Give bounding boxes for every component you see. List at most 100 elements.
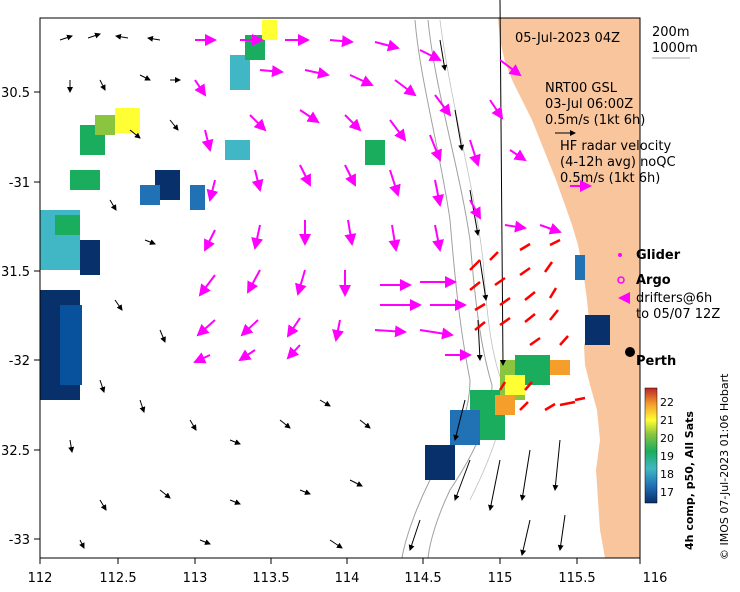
hf-radar-arrow xyxy=(194,79,207,97)
hf-radar-arrow xyxy=(374,325,407,338)
hf-radar-arrow xyxy=(394,79,417,97)
drifter-track xyxy=(559,400,576,407)
y-tick-label: -32 xyxy=(9,354,30,369)
hf-radar-arrow xyxy=(499,59,522,77)
gsl-title: NRT00 GSL xyxy=(545,81,618,96)
gsl-arrow xyxy=(454,109,465,151)
gsl-arrow xyxy=(189,419,197,431)
drifter-track xyxy=(494,276,506,287)
hf-radar-arrow xyxy=(374,39,400,52)
y-tick-label: -33 xyxy=(9,533,30,548)
hf-radar-arrow xyxy=(332,319,344,342)
colorbar-tick: 18 xyxy=(660,468,674,481)
x-tick-label: 114.5 xyxy=(404,571,441,586)
hf-radar-arrow xyxy=(299,109,320,124)
gsl-arrow xyxy=(229,439,241,445)
city-label: Perth xyxy=(636,354,676,369)
hf-radar-arrow xyxy=(419,327,454,340)
gsl-arrow xyxy=(557,514,566,551)
isobath-200-label: 200m xyxy=(652,25,689,40)
hf-radar-arrow xyxy=(247,269,261,294)
gsl-arrow xyxy=(129,129,141,139)
gsl-arrow xyxy=(520,519,531,556)
hf-radar-arrow xyxy=(432,179,444,207)
hf-radar-arrow xyxy=(206,179,219,202)
drifter-track xyxy=(498,381,507,391)
y-tick-label: 32.5 xyxy=(1,444,30,459)
hf-radar-arrow xyxy=(295,269,307,296)
gsl-arrow xyxy=(115,33,129,40)
hf-radar-arrow xyxy=(193,352,211,364)
drifter-track xyxy=(549,309,559,321)
x-tick-label: 113.5 xyxy=(252,571,289,586)
gsl-arrow xyxy=(109,199,117,211)
hf-radar-arrow xyxy=(539,223,562,235)
drifter-track xyxy=(529,336,541,347)
drifter-track xyxy=(519,242,531,252)
gsl-arrow xyxy=(87,32,101,39)
hf-radar-arrow xyxy=(388,224,401,252)
gsl-arrow xyxy=(159,329,166,343)
y-tick-label: 31.5 xyxy=(1,265,30,280)
argo-label: Argo xyxy=(636,273,671,288)
hf-radar-arrow xyxy=(469,199,481,220)
gsl-arrow xyxy=(488,459,501,511)
hf-radar-arrow xyxy=(344,164,356,187)
gsl-arrow xyxy=(99,499,107,511)
credit-label: © IMOS 07-Jul-2023 01:06 Hobart xyxy=(718,373,731,560)
gsl-arrow xyxy=(139,74,151,81)
gsl-arrow xyxy=(59,34,73,41)
hf-radar-arrow xyxy=(434,94,452,117)
gsl-arrow xyxy=(199,539,211,545)
axes-frame xyxy=(39,17,641,559)
gsl-arrow xyxy=(99,379,106,393)
gsl-arrow xyxy=(519,449,531,501)
hf-radar-arrow xyxy=(329,35,354,48)
perth-marker xyxy=(625,347,635,357)
drifter-track xyxy=(469,259,481,271)
gsl-arrow xyxy=(453,399,466,441)
hf-radar-arrow xyxy=(469,139,481,167)
land-mass xyxy=(498,18,640,558)
colorbar-title: 4h comp, p50, All Sats xyxy=(683,411,696,550)
hf-radar-arrow xyxy=(251,224,263,250)
x-tick-label: 114 xyxy=(335,571,360,586)
drifter-track xyxy=(524,313,536,323)
date-label: 05-Jul-2023 04Z xyxy=(515,31,620,46)
colorbar-tick: 19 xyxy=(660,450,674,463)
colorbar-tick: 22 xyxy=(660,396,674,409)
colorbar-tick: 20 xyxy=(660,432,674,445)
hf-radar-arrow xyxy=(389,119,407,142)
hf-radar-arrow xyxy=(204,229,216,252)
gsl-arrow xyxy=(147,35,161,42)
hf-radar-arrow xyxy=(286,317,301,338)
drifter-track xyxy=(519,266,531,277)
gsl-arrow xyxy=(552,439,561,491)
hf-radar-arrow xyxy=(429,134,442,162)
drifter-track xyxy=(489,251,499,261)
hf-radar-arrow xyxy=(196,319,216,337)
drifter-track xyxy=(524,291,536,301)
drifter-track xyxy=(549,238,561,247)
drifter-track xyxy=(469,281,481,291)
hf-radar-arrow xyxy=(286,344,301,360)
hf-radar-arrow xyxy=(249,114,267,132)
gsl-arrow xyxy=(99,79,106,91)
x-tick-label: 112 xyxy=(28,571,53,586)
drifters-label-1: drifters@6h xyxy=(636,291,712,306)
drifter-track xyxy=(474,321,486,331)
gsl-arrow xyxy=(359,419,371,429)
drifter-track xyxy=(499,296,511,307)
hf-radar-arrow xyxy=(432,224,444,252)
gsl-scale: 0.5m/s (1kt 6h) xyxy=(545,113,645,128)
x-tick-label: 112.5 xyxy=(99,571,136,586)
drifter-track xyxy=(524,381,533,391)
hf-radar-arrow xyxy=(509,149,527,162)
drifter-track xyxy=(544,402,556,412)
drifter-track xyxy=(474,302,486,312)
colorbar-tick: 21 xyxy=(660,414,674,427)
gsl-arrow xyxy=(159,489,171,499)
gsl-arrow xyxy=(279,419,291,429)
hf-radar-arrow xyxy=(389,169,401,197)
